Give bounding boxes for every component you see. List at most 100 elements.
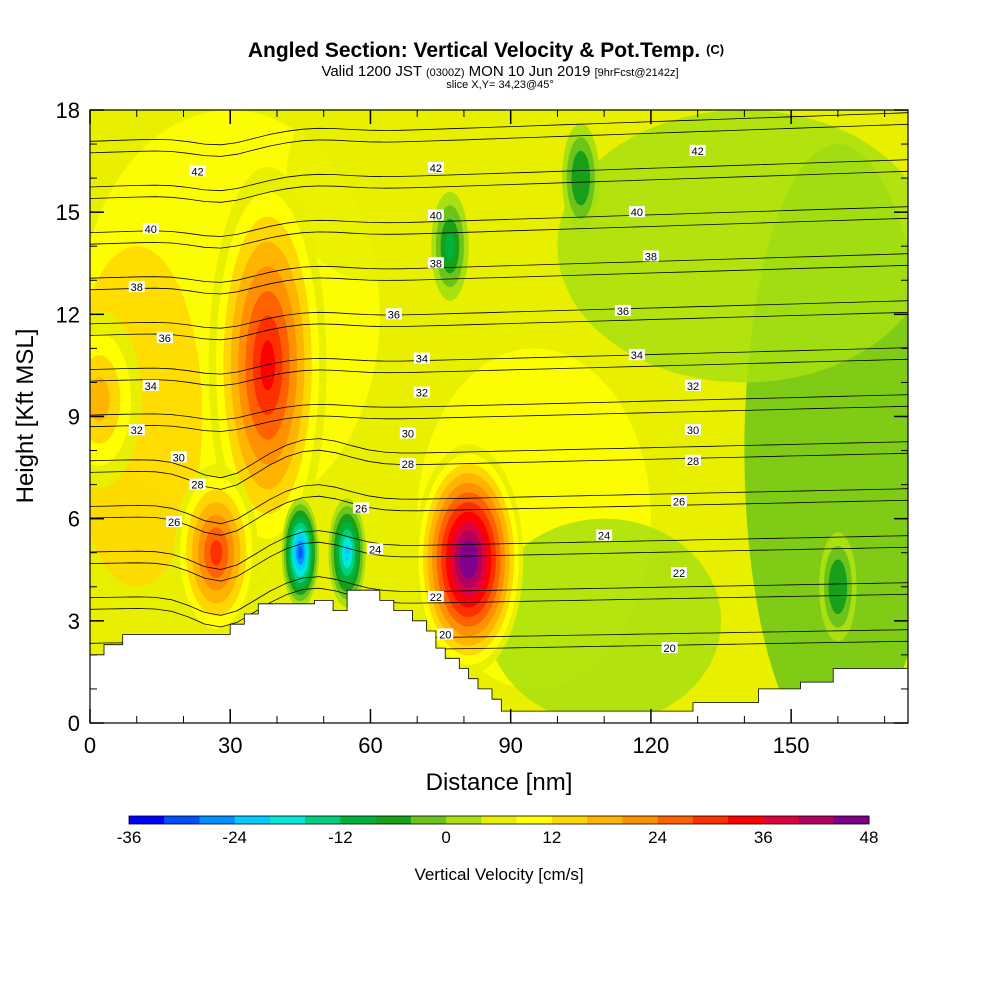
isentrope-line (90, 405, 908, 432)
isentrope-label: 40 (628, 206, 645, 219)
isentrope-label-text: 36 (159, 333, 171, 345)
isentrope-line (90, 530, 908, 570)
colorbar-swatch (692, 816, 729, 824)
colorbar-frame (128, 815, 870, 825)
isentrope-line (90, 541, 908, 582)
isentrope-line (90, 123, 908, 157)
isentrope-label: 28 (189, 478, 206, 492)
velocity-region (557, 110, 908, 383)
isentrope-label-text: 42 (191, 166, 203, 178)
colorbar-swatch (164, 816, 200, 824)
updraft-contour (464, 549, 474, 570)
isentrope-line (90, 449, 908, 490)
isentrope-label: 42 (689, 144, 706, 158)
isentrope-label-text: 34 (145, 381, 157, 393)
isentrope-label: 34 (628, 349, 645, 362)
isentrope-line (90, 438, 908, 479)
isentrope-lines (90, 112, 908, 674)
isentrope-label-text: 26 (673, 497, 685, 509)
isentrope-label-text: 32 (687, 381, 699, 393)
isentrope-label-text: 34 (416, 354, 428, 366)
isentrope-label: 24 (596, 529, 613, 543)
colorbar-swatch (798, 816, 835, 824)
isentrope-line (90, 253, 908, 283)
x-tick-label: 90 (498, 733, 522, 758)
isentrope-label-text: 28 (402, 459, 414, 471)
downdraft-contour (833, 573, 843, 601)
x-tick-label: 150 (773, 733, 810, 758)
colorbar-swatch (340, 816, 377, 824)
isentrope-label: 20 (661, 642, 678, 655)
colorbar-swatch (551, 816, 588, 824)
isentrope-line (90, 347, 908, 375)
isentrope-line (90, 112, 908, 146)
colorbar: -36 -24 -12 0 12 24 36 48 (117, 815, 878, 847)
isentrope-label-text: 30 (173, 452, 185, 464)
isentrope-label: 28 (399, 458, 416, 471)
isentrope-label: 38 (128, 281, 145, 294)
isentrope-label-text: 20 (663, 643, 675, 655)
isentrope-label-text: 26 (168, 517, 180, 529)
colorbar-swatch (481, 816, 518, 824)
colorbar-swatch (305, 816, 341, 824)
isentrope-label: 30 (399, 427, 416, 441)
isentrope-label: 32 (413, 386, 430, 400)
colorbar-tick-label: -24 (222, 828, 247, 847)
updraft-contour (90, 377, 110, 422)
isentrope-label-text: 38 (430, 258, 442, 270)
isentrope-label: 26 (670, 495, 687, 509)
y-tick-label: 0 (68, 711, 80, 736)
isentrope-label: 30 (170, 451, 187, 464)
slice-note: slice X,Y= 34,23@45° (446, 79, 554, 91)
isentrope-label-text: 24 (598, 531, 610, 543)
isentrope-label: 36 (156, 332, 173, 345)
velocity-region (487, 518, 722, 723)
isentrope-line (90, 170, 908, 203)
isentrope-line (90, 311, 908, 341)
isentrope-line (90, 206, 908, 237)
colorbar-swatch (587, 816, 623, 824)
colorbar-tick-label: 24 (648, 828, 667, 847)
x-tick-label: 60 (358, 733, 382, 758)
isentrope-label: 34 (413, 352, 430, 366)
isentrope-label: 38 (642, 250, 659, 263)
x-tick-label: 120 (633, 733, 670, 758)
isentrope-label-text: 42 (430, 163, 442, 175)
isentrope-label: 28 (684, 454, 701, 468)
y-tick-label: 6 (68, 507, 80, 532)
isentrope-label: 34 (142, 379, 159, 393)
isentrope-label: 38 (427, 257, 444, 270)
x-tick-label: 0 (84, 733, 96, 758)
terrain-shape (89, 589, 909, 724)
colorbar-swatch (375, 816, 412, 824)
isentrope-label-text: 38 (131, 282, 143, 294)
isentrope-label-text: 38 (645, 251, 657, 263)
velocity-region (286, 110, 455, 281)
chart-subtitle: Valid 1200 JST (0300Z) MON 10 Jun 2019 [… (321, 63, 678, 80)
colorbar-tick-label: 36 (754, 828, 773, 847)
downdraft-contour (576, 164, 586, 192)
isentrope-line (90, 394, 908, 421)
isentrope-line (90, 587, 908, 628)
isentrope-label-text: 20 (439, 629, 451, 641)
colorbar-swatch (516, 816, 553, 824)
colorbar-swatch (657, 816, 694, 824)
colorbar-tick-label: 0 (441, 828, 450, 847)
isentrope-label: 22 (670, 567, 687, 580)
y-tick-label: 18 (56, 98, 80, 123)
downdraft-contour (298, 546, 303, 559)
isentrope-label: 24 (367, 543, 384, 556)
isentrope-label: 26 (353, 502, 370, 515)
isentrope-label-text: 30 (402, 429, 414, 441)
chart-title: Angled Section: Vertical Velocity & Pot.… (248, 39, 724, 62)
colorbar-swatch (129, 816, 165, 824)
colorbar-swatch (199, 816, 236, 824)
colorbar-swatch (269, 816, 306, 824)
isentrope-line (90, 484, 908, 525)
isentrope-line (90, 217, 908, 249)
isentrope-label-text: 42 (692, 146, 704, 158)
isentrope-label-text: 30 (687, 425, 699, 437)
colorbar-swatch (622, 816, 659, 824)
